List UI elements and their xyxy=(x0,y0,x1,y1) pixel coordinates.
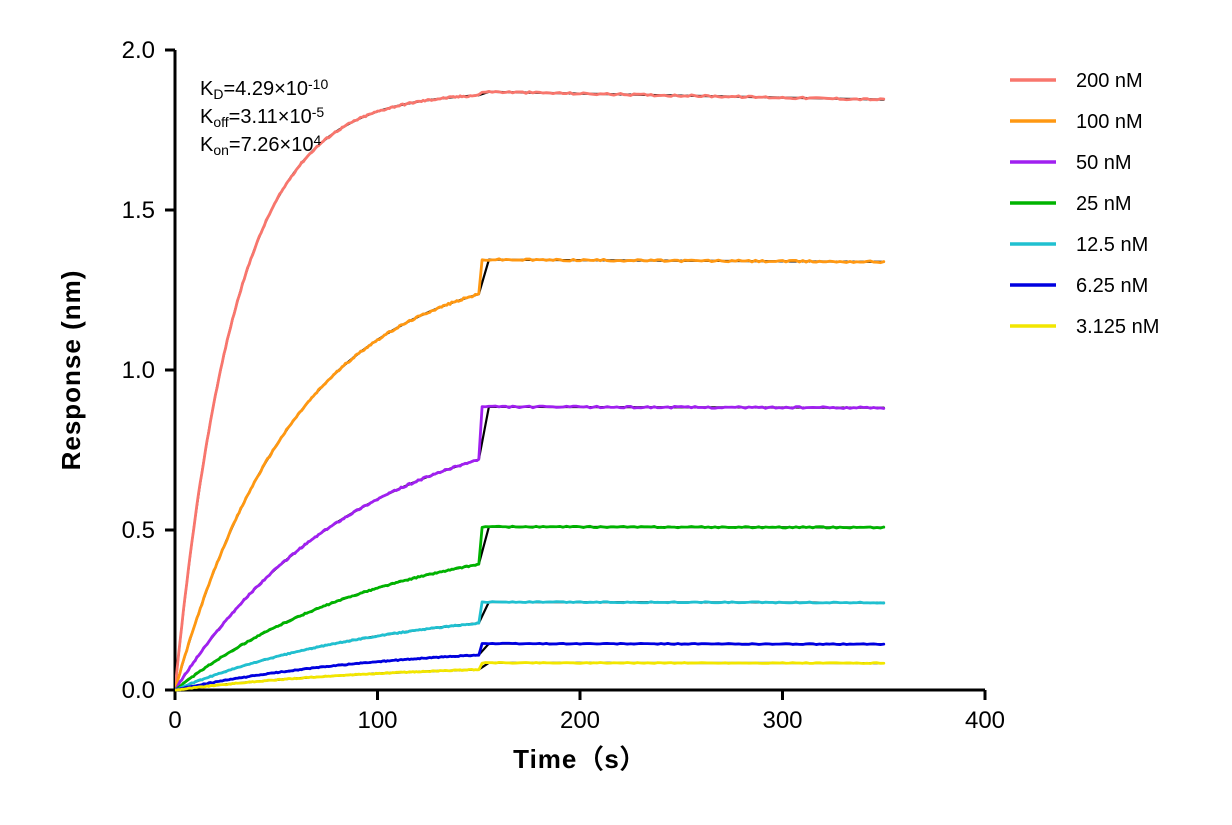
y-tick-label: 1.0 xyxy=(122,357,155,384)
legend-label: 50 nM xyxy=(1076,152,1132,174)
legend-label: 12.5 nM xyxy=(1076,234,1148,256)
x-tick-label: 400 xyxy=(965,707,1005,734)
legend-label: 3.125 nM xyxy=(1076,316,1159,338)
y-tick-label: 0.0 xyxy=(122,677,155,704)
chart-container: { "chart": { "type": "line", "width": 12… xyxy=(0,0,1232,825)
legend-label: 200 nM xyxy=(1076,70,1143,92)
binding-kinetics-chart: 0 100 200 300 400 0.0 0.5 1.0 1.5 2.0 Time（s） Respo… xyxy=(0,0,1232,825)
y-axis-label: Response (nm) xyxy=(56,270,86,471)
y-tick-label: 1.5 xyxy=(122,197,155,224)
legend-label: 25 nM xyxy=(1076,193,1132,215)
legend-label: 6.25 nM xyxy=(1076,275,1148,297)
x-tick-label: 100 xyxy=(357,707,397,734)
x-axis-label: Time（s） xyxy=(513,744,647,774)
y-tick-label: 2.0 xyxy=(122,37,155,64)
plot-background xyxy=(0,0,1232,825)
legend-label: 100 nM xyxy=(1076,111,1143,133)
x-tick-label: 0 xyxy=(168,707,181,734)
y-tick-label: 0.5 xyxy=(122,517,155,544)
x-tick-label: 200 xyxy=(560,707,600,734)
x-tick-label: 300 xyxy=(762,707,802,734)
